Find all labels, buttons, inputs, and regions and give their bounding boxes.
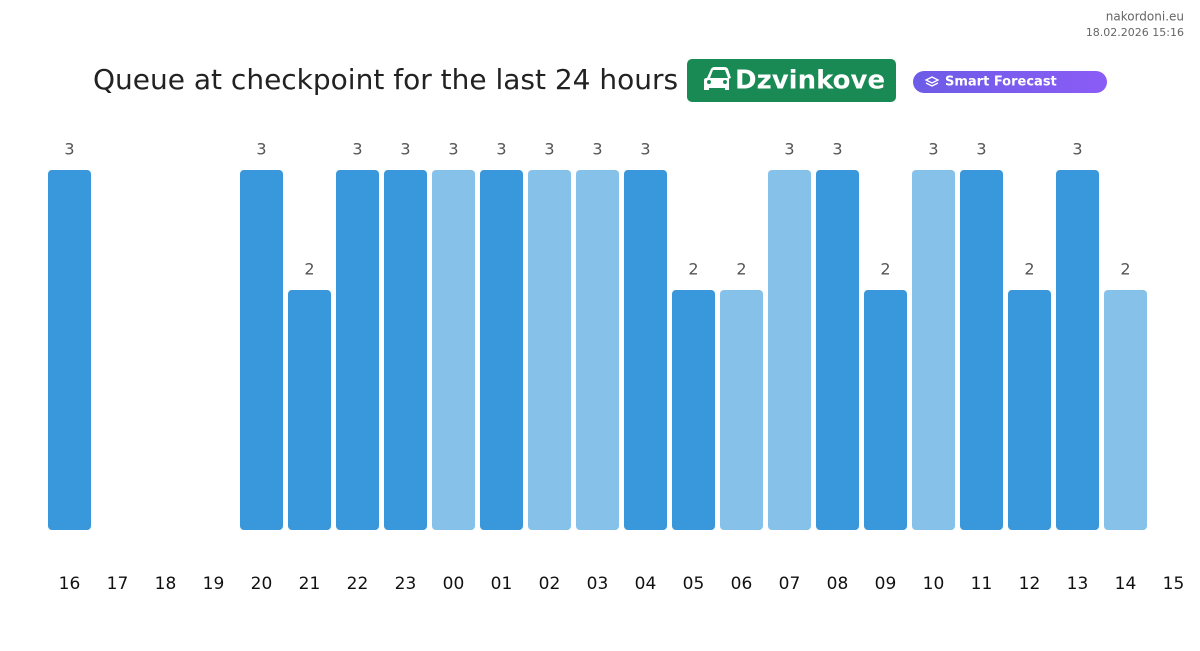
bar [432, 170, 475, 530]
value-label: 2 [736, 260, 746, 279]
bar [864, 290, 907, 530]
value-label: 2 [688, 260, 698, 279]
x-tick-label: 20 [251, 574, 273, 594]
x-tick-label: 08 [827, 574, 849, 594]
forecast-pill[interactable] [913, 71, 1107, 93]
value-label: 3 [976, 140, 986, 159]
value-label: 3 [1072, 140, 1082, 159]
x-tick-label: 19 [203, 574, 225, 594]
value-label: 2 [1120, 260, 1130, 279]
chart-title: Queue at checkpoint for the last 24 hour… [93, 63, 678, 96]
value-label: 2 [304, 260, 314, 279]
x-tick-label: 22 [347, 574, 369, 594]
source: nakordoni.eu [1106, 10, 1184, 24]
bar [240, 170, 283, 530]
value-label: 3 [64, 140, 74, 159]
bar [720, 290, 763, 530]
x-tick-label: 05 [683, 574, 705, 594]
x-tick-label: 12 [1019, 574, 1041, 594]
value-label: 3 [592, 140, 602, 159]
layers-icon [924, 76, 940, 87]
checkpoint-badge [687, 59, 896, 102]
bar [528, 170, 571, 530]
timestamp: 18.02.2026 15:16 [1086, 26, 1184, 39]
x-tick-label: 10 [923, 574, 945, 594]
value-label: 3 [928, 140, 938, 159]
bar [288, 290, 331, 530]
x-tick-label: 02 [539, 574, 561, 594]
bar [624, 170, 667, 530]
x-tick-label: 00 [443, 574, 465, 594]
value-label: 3 [544, 140, 554, 159]
x-tick-label: 11 [971, 574, 993, 594]
x-tick-label: 15 [1163, 574, 1185, 594]
value-label: 3 [448, 140, 458, 159]
x-tick-label: 17 [107, 574, 129, 594]
x-tick-label: 01 [491, 574, 513, 594]
bar [384, 170, 427, 530]
value-label: 3 [256, 140, 266, 159]
x-tick-label: 13 [1067, 574, 1089, 594]
forecast-label: Smart Forecast [945, 75, 1057, 90]
x-tick-label: 04 [635, 574, 657, 594]
bar [768, 170, 811, 530]
bar [336, 170, 379, 530]
value-label: 2 [1024, 260, 1034, 279]
checkpoint-name: Dzvinkove [735, 66, 885, 96]
x-tick-label: 09 [875, 574, 897, 594]
x-tick-label: 16 [59, 574, 81, 594]
x-tick-label: 23 [395, 574, 417, 594]
car-icon [704, 67, 731, 90]
x-tick-label: 03 [587, 574, 609, 594]
value-label: 3 [832, 140, 842, 159]
x-tick-label: 21 [299, 574, 321, 594]
bar [816, 170, 859, 530]
bar [1056, 170, 1099, 530]
bar [576, 170, 619, 530]
bar [1008, 290, 1051, 530]
x-tick-label: 14 [1115, 574, 1137, 594]
x-tick-label: 07 [779, 574, 801, 594]
value-label: 3 [784, 140, 794, 159]
bar [960, 170, 1003, 530]
bar [48, 170, 91, 530]
x-tick-label: 18 [155, 574, 177, 594]
x-tick-label: 06 [731, 574, 753, 594]
bar [480, 170, 523, 530]
bar [1104, 290, 1147, 530]
bar [672, 290, 715, 530]
value-label: 3 [400, 140, 410, 159]
value-label: 3 [352, 140, 362, 159]
value-label: 2 [880, 260, 890, 279]
bar [912, 170, 955, 530]
value-label: 3 [496, 140, 506, 159]
value-label: 3 [640, 140, 650, 159]
